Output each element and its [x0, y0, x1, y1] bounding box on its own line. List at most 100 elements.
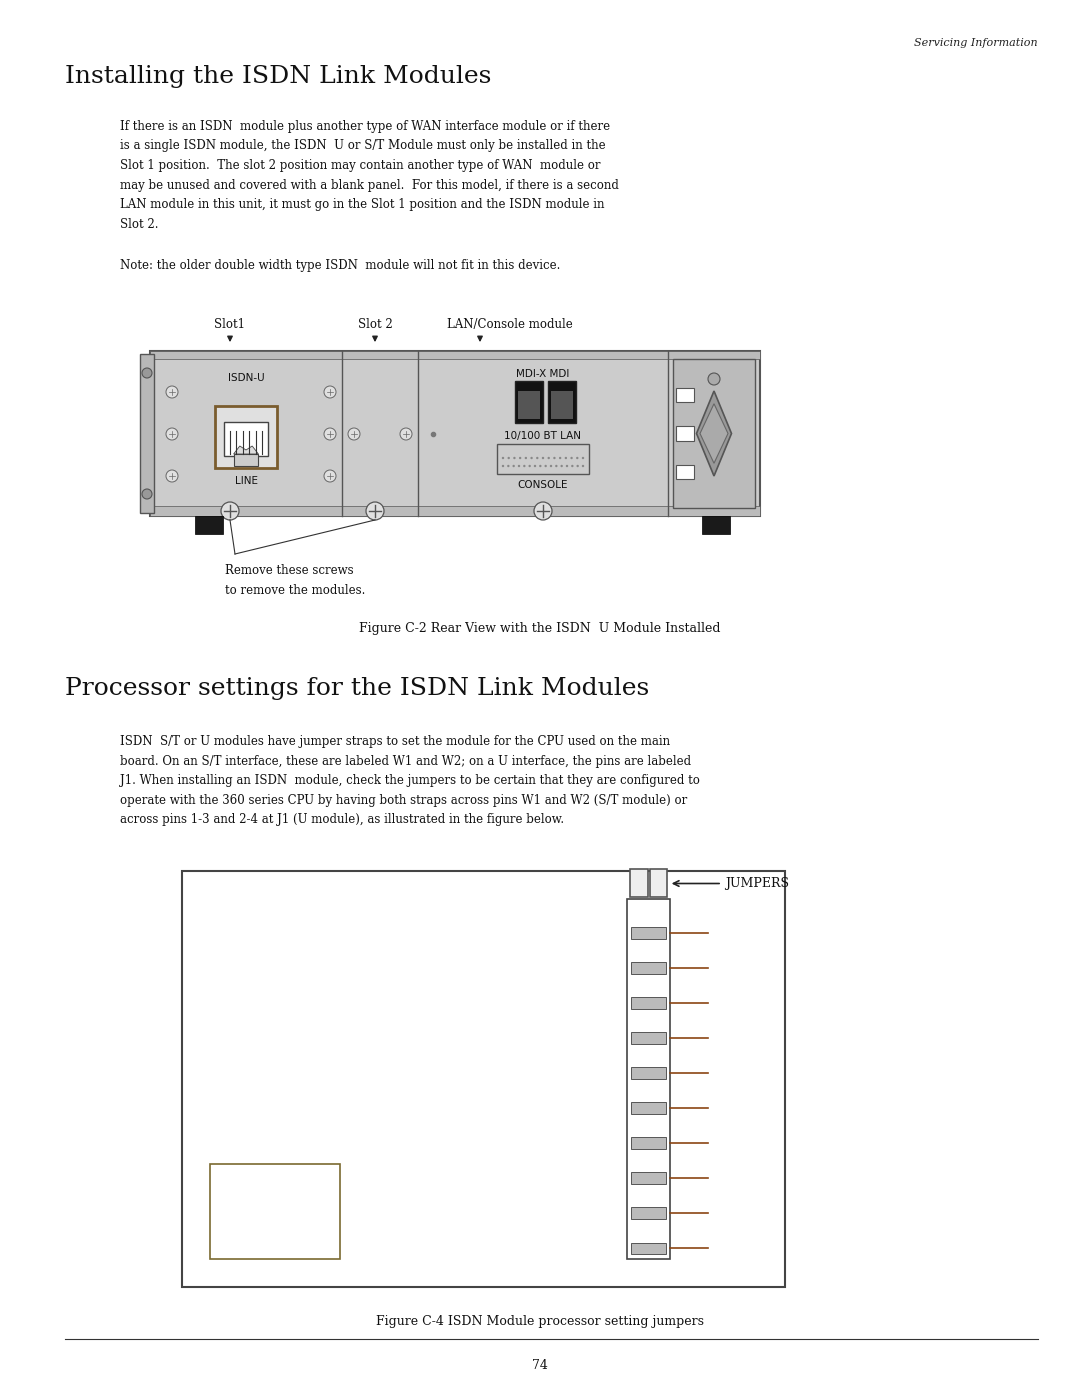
- Polygon shape: [700, 404, 728, 464]
- Text: across pins 1-3 and 2-4 at J1 (U module), as illustrated in the figure below.: across pins 1-3 and 2-4 at J1 (U module)…: [120, 813, 564, 826]
- Circle shape: [141, 489, 152, 499]
- Circle shape: [555, 465, 557, 467]
- Text: Figure C-4 ISDN Module processor setting jumpers: Figure C-4 ISDN Module processor setting…: [376, 1315, 704, 1329]
- Bar: [183, 870, 785, 1287]
- Circle shape: [542, 457, 544, 460]
- Circle shape: [517, 465, 521, 467]
- Circle shape: [324, 469, 336, 482]
- Circle shape: [534, 465, 536, 467]
- Bar: [150, 351, 760, 359]
- Bar: [673, 359, 755, 509]
- Circle shape: [559, 457, 562, 460]
- Circle shape: [508, 457, 510, 460]
- Circle shape: [519, 457, 522, 460]
- Text: is a single ISDN module, the ISDN  U or S/T Module must only be installed in the: is a single ISDN module, the ISDN U or S…: [120, 140, 606, 152]
- Circle shape: [525, 457, 527, 460]
- Bar: [233, 454, 258, 467]
- Circle shape: [221, 502, 239, 520]
- Text: LAN module in this unit, it must go in the Slot 1 position and the ISDN module i: LAN module in this unit, it must go in t…: [120, 198, 605, 211]
- Text: Figure C-2 Rear View with the ISDN  U Module Installed: Figure C-2 Rear View with the ISDN U Mod…: [360, 622, 720, 636]
- Bar: [551, 391, 573, 419]
- Circle shape: [534, 502, 552, 520]
- Text: 74: 74: [532, 1359, 548, 1372]
- Text: CONSOLE: CONSOLE: [517, 481, 568, 490]
- Text: If there is an ISDN  module plus another type of WAN interface module or if ther: If there is an ISDN module plus another …: [120, 120, 610, 133]
- Bar: [632, 997, 665, 1009]
- Text: LAN/Console module: LAN/Console module: [447, 319, 572, 331]
- Text: MDI-X MDI: MDI-X MDI: [516, 369, 569, 379]
- Circle shape: [508, 465, 510, 467]
- Circle shape: [166, 469, 178, 482]
- Bar: [676, 426, 694, 440]
- Bar: [632, 1102, 665, 1113]
- Circle shape: [708, 373, 720, 386]
- Text: may be unused and covered with a blank panel.  For this model, if there is a sec: may be unused and covered with a blank p…: [120, 179, 619, 191]
- Text: ISDN-U: ISDN-U: [228, 373, 265, 383]
- Circle shape: [502, 457, 504, 460]
- Circle shape: [348, 427, 360, 440]
- Bar: [515, 381, 543, 423]
- Circle shape: [561, 465, 563, 467]
- Circle shape: [550, 465, 552, 467]
- Text: board. On an S/T interface, these are labeled W1 and W2; on a U interface, the p: board. On an S/T interface, these are la…: [120, 754, 691, 767]
- Text: J1. When installing an ISDN  module, check the jumpers to be certain that they a: J1. When installing an ISDN module, chec…: [120, 774, 700, 787]
- Text: Servicing Information: Servicing Information: [915, 38, 1038, 47]
- Polygon shape: [697, 391, 731, 476]
- Circle shape: [565, 457, 567, 460]
- Bar: [548, 381, 576, 423]
- Bar: [140, 353, 154, 513]
- Text: LINE: LINE: [234, 476, 257, 486]
- Text: Slot1: Slot1: [215, 319, 245, 331]
- Circle shape: [502, 465, 504, 467]
- Circle shape: [141, 367, 152, 379]
- Circle shape: [577, 465, 579, 467]
- Bar: [150, 351, 760, 515]
- Bar: [215, 407, 276, 468]
- Circle shape: [513, 457, 515, 460]
- Circle shape: [576, 457, 579, 460]
- Circle shape: [553, 457, 555, 460]
- Text: Processor settings for the ISDN Link Modules: Processor settings for the ISDN Link Mod…: [65, 678, 649, 700]
- Text: Slot 2.: Slot 2.: [120, 218, 159, 231]
- Circle shape: [544, 465, 546, 467]
- Bar: [649, 869, 666, 897]
- Bar: [518, 391, 540, 419]
- Circle shape: [539, 465, 541, 467]
- Bar: [702, 515, 730, 534]
- Text: Installing the ISDN Link Modules: Installing the ISDN Link Modules: [65, 66, 491, 88]
- Circle shape: [530, 457, 532, 460]
- Circle shape: [513, 465, 515, 467]
- Circle shape: [324, 386, 336, 398]
- Bar: [632, 1172, 665, 1183]
- Circle shape: [528, 465, 531, 467]
- Text: 10/100 BT LAN: 10/100 BT LAN: [504, 432, 581, 441]
- Bar: [631, 869, 648, 897]
- Bar: [632, 963, 665, 974]
- Bar: [150, 506, 760, 515]
- Text: Remove these screws: Remove these screws: [225, 564, 353, 577]
- Text: Slot 1 position.  The slot 2 position may contain another type of WAN  module or: Slot 1 position. The slot 2 position may…: [120, 159, 600, 172]
- Bar: [224, 422, 268, 455]
- Text: JUMPERS: JUMPERS: [725, 877, 789, 890]
- Bar: [632, 928, 665, 939]
- Text: ISDN  S/T or U modules have jumper straps to set the module for the CPU used on : ISDN S/T or U modules have jumper straps…: [120, 735, 670, 747]
- Circle shape: [548, 457, 550, 460]
- Circle shape: [324, 427, 336, 440]
- Circle shape: [582, 465, 584, 467]
- Circle shape: [582, 457, 584, 460]
- Text: Note: the older double width type ISDN  module will not fit in this device.: Note: the older double width type ISDN m…: [120, 258, 561, 272]
- Bar: [497, 444, 589, 474]
- Text: Slot 2: Slot 2: [357, 319, 392, 331]
- Bar: [632, 1067, 665, 1078]
- Circle shape: [400, 427, 411, 440]
- Circle shape: [566, 465, 568, 467]
- Polygon shape: [233, 446, 258, 454]
- Circle shape: [536, 457, 539, 460]
- Bar: [632, 1207, 665, 1220]
- Circle shape: [571, 465, 573, 467]
- Bar: [632, 1032, 665, 1044]
- Bar: [195, 515, 222, 534]
- Bar: [210, 1164, 340, 1259]
- Bar: [632, 1137, 665, 1148]
- Text: to remove the modules.: to remove the modules.: [225, 584, 365, 597]
